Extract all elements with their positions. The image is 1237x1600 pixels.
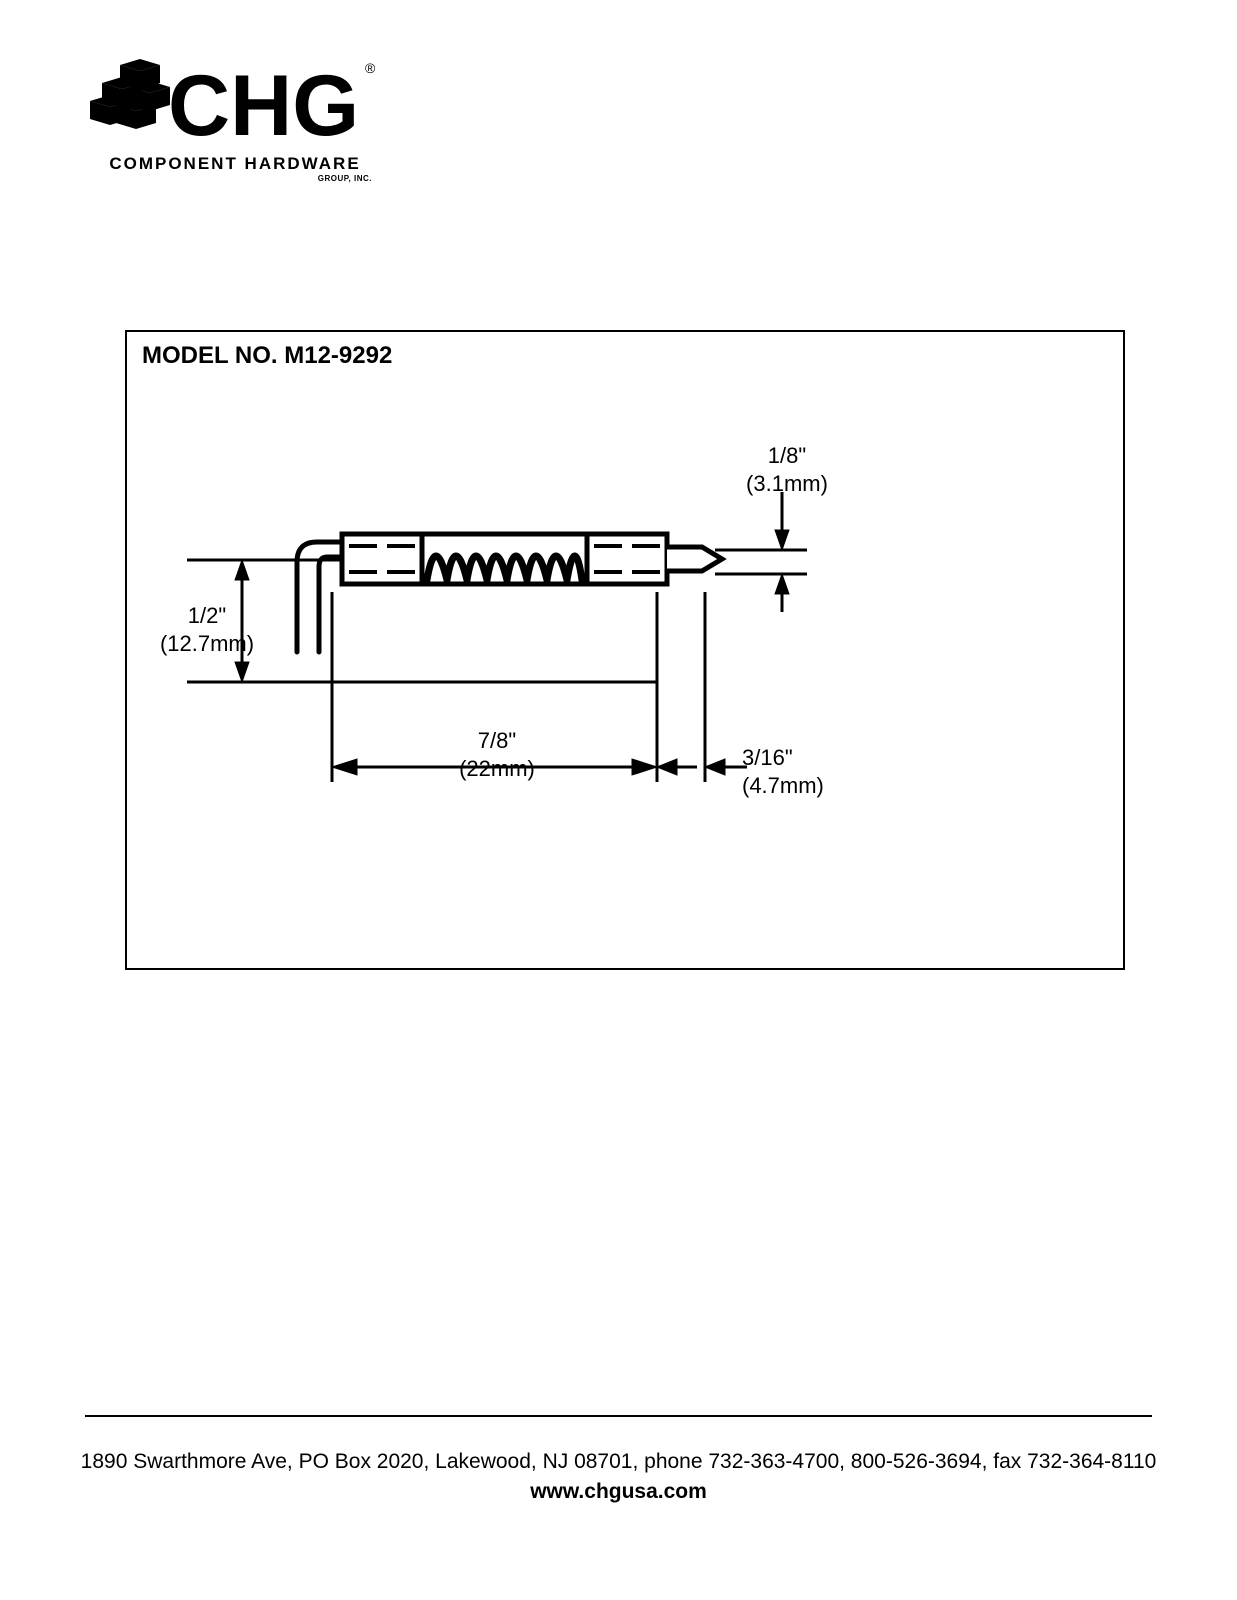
technical-drawing-icon: [127, 332, 1123, 968]
logo-text: CHG: [168, 58, 359, 150]
dim-top-imperial: 1/8": [768, 443, 806, 468]
registered-mark: ®: [365, 60, 376, 76]
logo-subtitle-small: GROUP, INC.: [90, 174, 380, 183]
footer-address: 1890 Swarthmore Ave, PO Box 2020, Lakewo…: [0, 1450, 1237, 1474]
dim-bottom-metric: (22mm): [459, 756, 535, 781]
dim-right-metric: (4.7mm): [742, 773, 824, 798]
dim-right: 3/16" (4.7mm): [742, 744, 852, 799]
dim-left-imperial: 1/2": [188, 603, 226, 628]
footer-divider: [85, 1415, 1152, 1417]
drawing-frame: MODEL NO. M12-9292: [125, 330, 1125, 970]
logo: CHG ® COMPONENT HARDWARE GROUP, INC.: [90, 55, 380, 183]
dim-top-metric: (3.1mm): [746, 471, 828, 496]
dim-left: 1/2" (12.7mm): [157, 602, 257, 657]
logo-mark-icon: CHG ®: [90, 55, 380, 150]
dim-bottom: 7/8" (22mm): [437, 727, 557, 782]
dim-bottom-imperial: 7/8": [478, 728, 516, 753]
dim-top: 1/8" (3.1mm): [732, 442, 842, 497]
logo-subtitle: COMPONENT HARDWARE: [90, 154, 380, 174]
dim-right-imperial: 3/16": [742, 745, 793, 770]
dim-left-metric: (12.7mm): [160, 631, 254, 656]
footer-url: www.chgusa.com: [0, 1480, 1237, 1504]
